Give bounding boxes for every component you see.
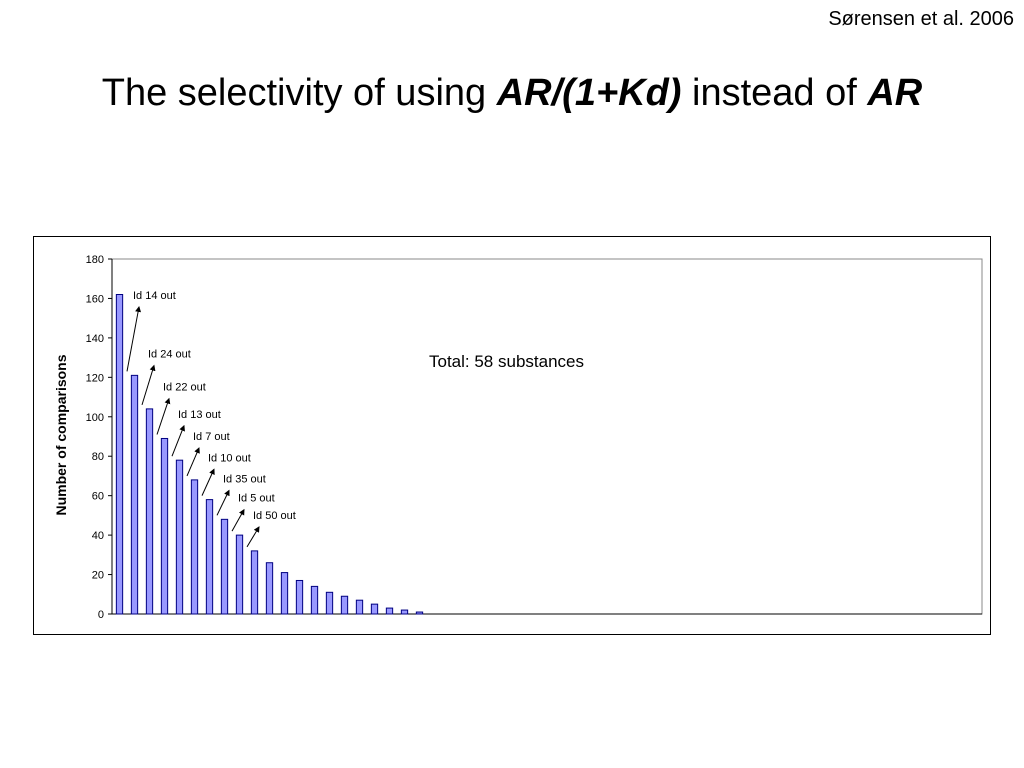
- y-tick-label: 140: [86, 333, 104, 345]
- page-title: The selectivity of using AR/(1+Kd) inste…: [0, 72, 1024, 115]
- title-emphasis-2: AR: [867, 72, 923, 114]
- bar: [385, 607, 394, 615]
- bar: [355, 599, 364, 615]
- annotation-arrow: [126, 305, 142, 372]
- bar: [310, 585, 319, 615]
- y-tick-label: 100: [86, 412, 104, 424]
- bar: [295, 579, 304, 615]
- annotation-label: Id 35 out: [223, 473, 266, 485]
- bar: [160, 437, 169, 615]
- annotation-arrow: [186, 447, 200, 477]
- annotation-label: Id 10 out: [208, 452, 251, 464]
- annotation-arrow: [246, 526, 260, 548]
- title-part-1: The selectivity of using: [101, 72, 497, 114]
- annotation-arrow: [171, 424, 185, 457]
- annotation-label: Id 24 out: [148, 349, 191, 361]
- annotation-arrow: [156, 397, 171, 435]
- bar: [325, 591, 334, 615]
- y-tick-label: 160: [86, 293, 104, 305]
- citation: Sørensen et al. 2006: [828, 8, 1014, 30]
- annotation-arrow: [231, 508, 245, 532]
- annotation-label: Id 7 out: [193, 431, 230, 443]
- total-annotation: Total: 58 substances: [429, 352, 584, 371]
- annotation-arrow: [216, 489, 230, 516]
- bar: [265, 562, 274, 615]
- y-tick-label: 60: [92, 491, 104, 503]
- title-emphasis-1: AR/(1+Kd): [496, 72, 682, 114]
- annotation-label: Id 50 out: [253, 510, 296, 522]
- bar: [280, 572, 289, 615]
- bar: [400, 609, 409, 615]
- bar: [175, 459, 184, 615]
- annotation-label: Id 14 out: [133, 290, 176, 302]
- bar: [220, 518, 229, 615]
- bar: [130, 374, 139, 615]
- chart-frame: 0 20 40 60 80 100 120 140 160 180 Id 14 out Id 24 o…: [33, 236, 991, 635]
- y-tick-label: 80: [92, 451, 104, 463]
- y-tick-label: 0: [98, 609, 104, 621]
- bar: [250, 550, 259, 615]
- annotation-label: Id 13 out: [178, 409, 221, 421]
- y-axis-label: Number of comparisons: [53, 354, 69, 516]
- annotation-arrow: [141, 364, 156, 406]
- bar: [235, 534, 244, 615]
- annotation-label: Id 22 out: [163, 382, 206, 394]
- annotation-arrow: [201, 468, 215, 496]
- y-tick-label: 20: [92, 570, 104, 582]
- bar: [205, 499, 214, 615]
- title-part-2: instead of: [681, 72, 868, 114]
- bar: [145, 408, 154, 615]
- bar: [370, 603, 379, 615]
- bar: [115, 294, 124, 615]
- y-tick-label: 120: [86, 372, 104, 384]
- annotation-label: Id 5 out: [238, 493, 275, 505]
- y-tick-label: 180: [86, 254, 104, 266]
- bar: [190, 479, 199, 615]
- bar-chart: 0 20 40 60 80 100 120 140 160 180 Id 14 out Id 24 o…: [86, 254, 983, 621]
- y-tick-label: 40: [92, 530, 104, 542]
- bar: [415, 611, 424, 615]
- bar: [340, 595, 349, 615]
